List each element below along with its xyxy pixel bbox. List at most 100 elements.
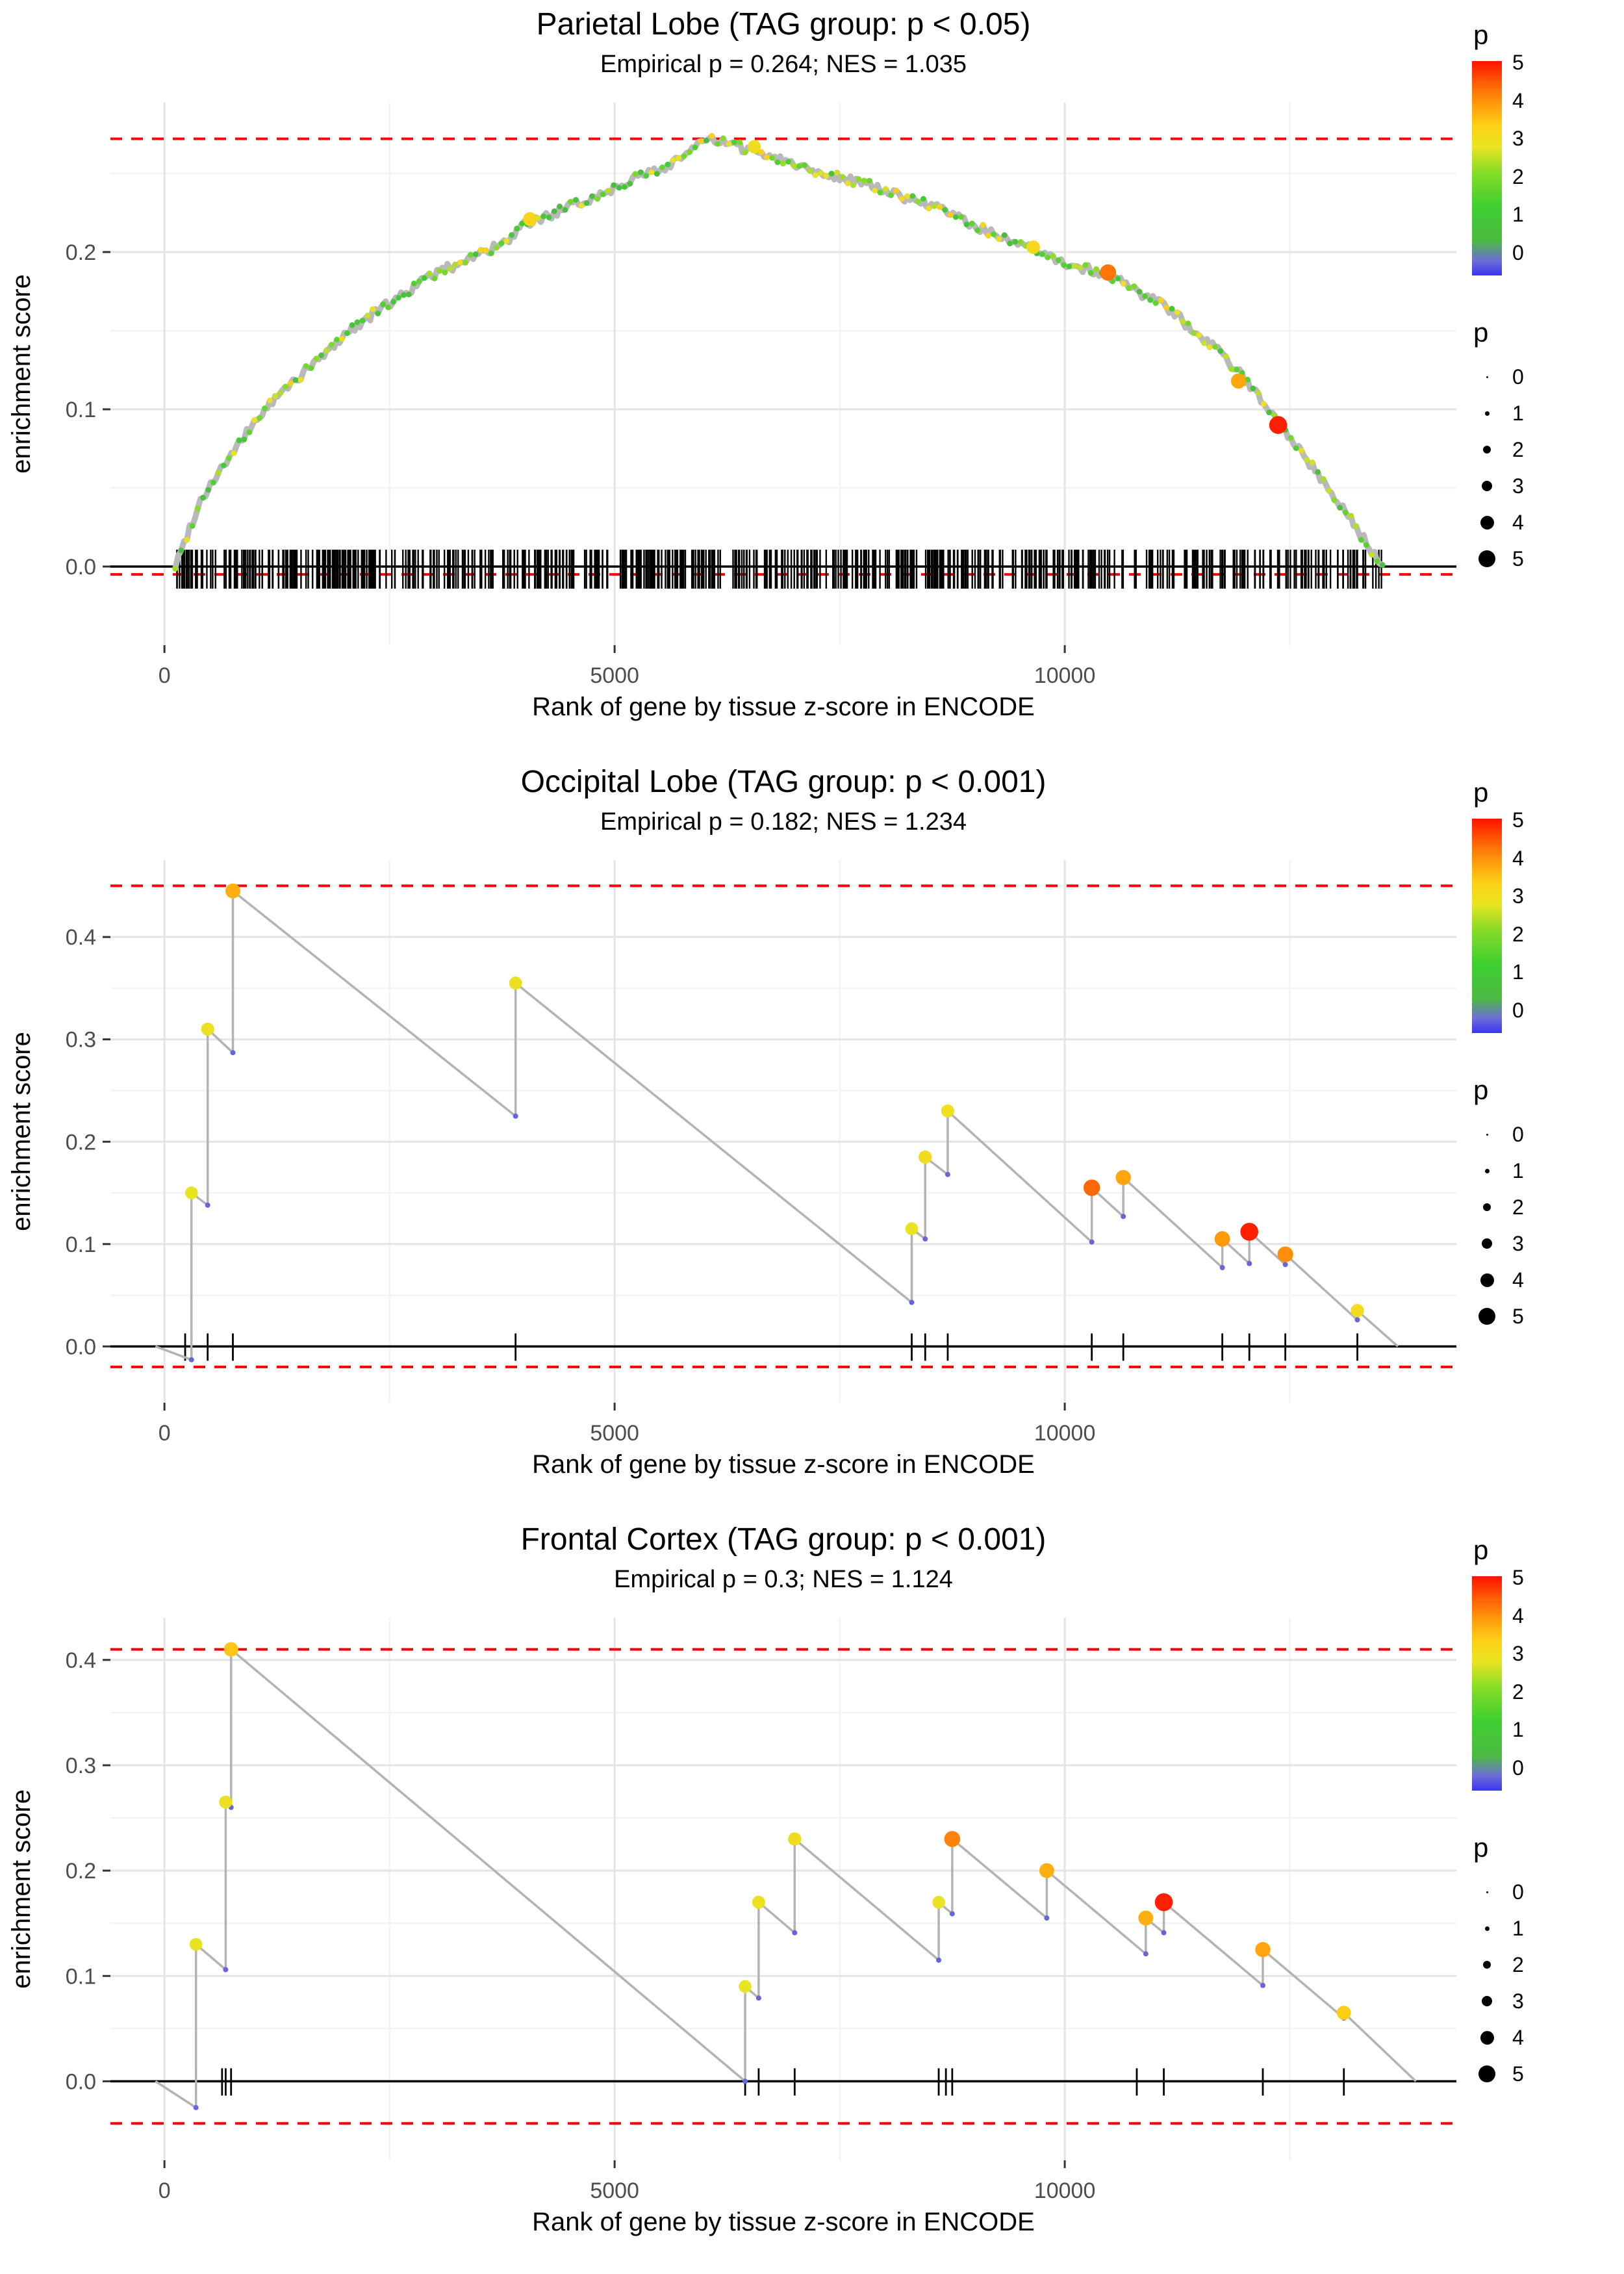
size-legend-row: 2 — [1472, 1947, 1524, 1983]
gene-point — [184, 1186, 198, 1199]
x-tick-label: 5000 — [590, 663, 639, 688]
chart-subtitle: Empirical p = 0.182; NES = 1.234 — [600, 808, 967, 836]
plot-column: Frontal Cortex (TAG group: p < 0.001) Em… — [0, 1515, 1468, 2273]
x-tick-label: 0 — [159, 2178, 171, 2203]
size-dot-cell — [1472, 1133, 1502, 1136]
y-axis-title: enrichment score — [7, 274, 36, 474]
y-tick-label: 0.4 — [66, 1648, 96, 1673]
colorbar-tick-label: 0 — [1512, 1756, 1524, 1780]
size-legend-row: 2 — [1472, 1189, 1524, 1225]
gene-point — [1230, 373, 1247, 389]
size-dot-cell — [1472, 1961, 1502, 1969]
gene-point — [1100, 264, 1117, 281]
colorbar-gradient — [1472, 1576, 1502, 1791]
size-tick-label: 0 — [1512, 1880, 1524, 1904]
size-tick-label: 3 — [1512, 474, 1524, 498]
size-tick-label: 4 — [1512, 1268, 1524, 1292]
x-axis-title: Rank of gene by tissue z-score in ENCODE — [532, 693, 1035, 721]
y-tick-label: 0.2 — [66, 1859, 96, 1884]
title-block: Occipital Lobe (TAG group: p < 0.001) Em… — [0, 758, 1468, 836]
gene-point — [1083, 1179, 1100, 1196]
size-tick-label: 5 — [1512, 1304, 1524, 1328]
grid-major — [110, 1617, 1456, 2160]
gene-point — [752, 1895, 765, 1909]
colorbar-tick-label: 1 — [1512, 1718, 1524, 1742]
colorbar-labels: 5 4 3 2 1 0 — [1512, 51, 1524, 265]
axes: 0 5000 10000 0.0 0.1 0.2 Rank of gene by tissu… — [7, 240, 1095, 721]
size-legend-row: 1 — [1472, 395, 1524, 431]
x-axis-title: Rank of gene by tissue z-score in ENCODE — [532, 2208, 1035, 2236]
y-tick-label: 0.1 — [66, 1964, 96, 1989]
size-dot — [1486, 1133, 1488, 1136]
gsea-panel-parietal: Parietal Lobe (TAG group: p < 0.05) Empi… — [0, 0, 1624, 758]
y-tick-label: 0.2 — [66, 240, 96, 265]
size-dot-cell — [1472, 446, 1502, 454]
size-legend-row: 2 — [1472, 431, 1524, 468]
y-tick-label: 0.2 — [66, 1130, 96, 1155]
size-dot-cell — [1472, 376, 1502, 378]
size-dot-cell — [1472, 1926, 1502, 1931]
size-dot — [1478, 1308, 1495, 1325]
title-block: Frontal Cortex (TAG group: p < 0.001) Em… — [0, 1515, 1468, 1594]
gene-point — [1255, 1942, 1271, 1958]
gene-point — [1336, 2006, 1351, 2020]
gene-point — [201, 1022, 214, 1036]
y-tick-label: 0.0 — [66, 1335, 96, 1359]
size-legend-row: 5 — [1472, 1298, 1524, 1335]
size-dot — [1482, 481, 1492, 491]
y-tick-label: 0.3 — [66, 1754, 96, 1778]
size-dot — [1484, 1168, 1490, 1173]
size-legend-row: 3 — [1472, 1225, 1524, 1262]
size-tick-label: 5 — [1512, 2062, 1524, 2086]
gene-point — [739, 1980, 752, 1993]
es-sawtooth-line — [155, 1646, 1417, 2110]
colorbar-tick-label: 2 — [1512, 1680, 1524, 1704]
size-legend-row: 1 — [1472, 1153, 1524, 1189]
gene-point — [932, 1895, 945, 1909]
size-dot — [1478, 550, 1495, 567]
size-legend-row: 1 — [1472, 1910, 1524, 1947]
gene-point — [225, 883, 240, 899]
size-tick-label: 2 — [1512, 1952, 1524, 1976]
gene-point — [1351, 1303, 1364, 1318]
size-dot-cell — [1472, 1168, 1502, 1173]
colorbar-tick-label: 5 — [1512, 51, 1524, 74]
y-tick-label: 0.4 — [66, 925, 96, 950]
size-legend-row: 0 — [1472, 359, 1524, 395]
enrichment-series — [155, 1642, 1417, 2110]
title-block: Parietal Lobe (TAG group: p < 0.05) Empi… — [0, 0, 1468, 79]
size-legend-title: p — [1473, 317, 1489, 348]
grid-minor — [110, 1617, 1456, 2160]
size-dot — [1480, 1273, 1494, 1287]
gene-point — [919, 1150, 932, 1164]
size-tick-label: 1 — [1512, 1916, 1524, 1940]
x-tick-label: 10000 — [1034, 2178, 1096, 2203]
size-tick-label: 4 — [1512, 510, 1524, 534]
size-tick-label: 1 — [1512, 1158, 1524, 1182]
size-dot — [1480, 515, 1494, 530]
size-dot — [1483, 446, 1491, 454]
gene-point — [1154, 1893, 1173, 1911]
enrichment-series — [155, 883, 1399, 1362]
gene-point — [1277, 1246, 1293, 1262]
x-tick-label: 10000 — [1034, 1421, 1096, 1446]
gsea-panel-frontal: Frontal Cortex (TAG group: p < 0.001) Em… — [0, 1515, 1624, 2273]
grid-major — [110, 860, 1456, 1403]
es-sawtooth-line — [155, 888, 1399, 1362]
gene-point — [747, 140, 761, 153]
y-tick-label: 0.1 — [66, 1233, 96, 1257]
colorbar-tick-label: 1 — [1512, 960, 1524, 984]
colorbar-tick-label: 3 — [1512, 884, 1524, 908]
y-tick-label: 0.0 — [66, 2069, 96, 2094]
size-dot — [1486, 1891, 1488, 1893]
x-tick-label: 5000 — [590, 1421, 639, 1446]
colorbar-tick-label: 1 — [1512, 203, 1524, 227]
gene-point — [905, 1222, 919, 1235]
enrichment-plot: 0 5000 10000 0.0 0.1 0.2 0.3 0.4 Rank of gene by… — [7, 860, 1456, 1479]
color-legend: 5 4 3 2 1 0 — [1472, 51, 1524, 275]
x-tick-label: 10000 — [1034, 663, 1096, 688]
gene-rug — [184, 1333, 1358, 1361]
